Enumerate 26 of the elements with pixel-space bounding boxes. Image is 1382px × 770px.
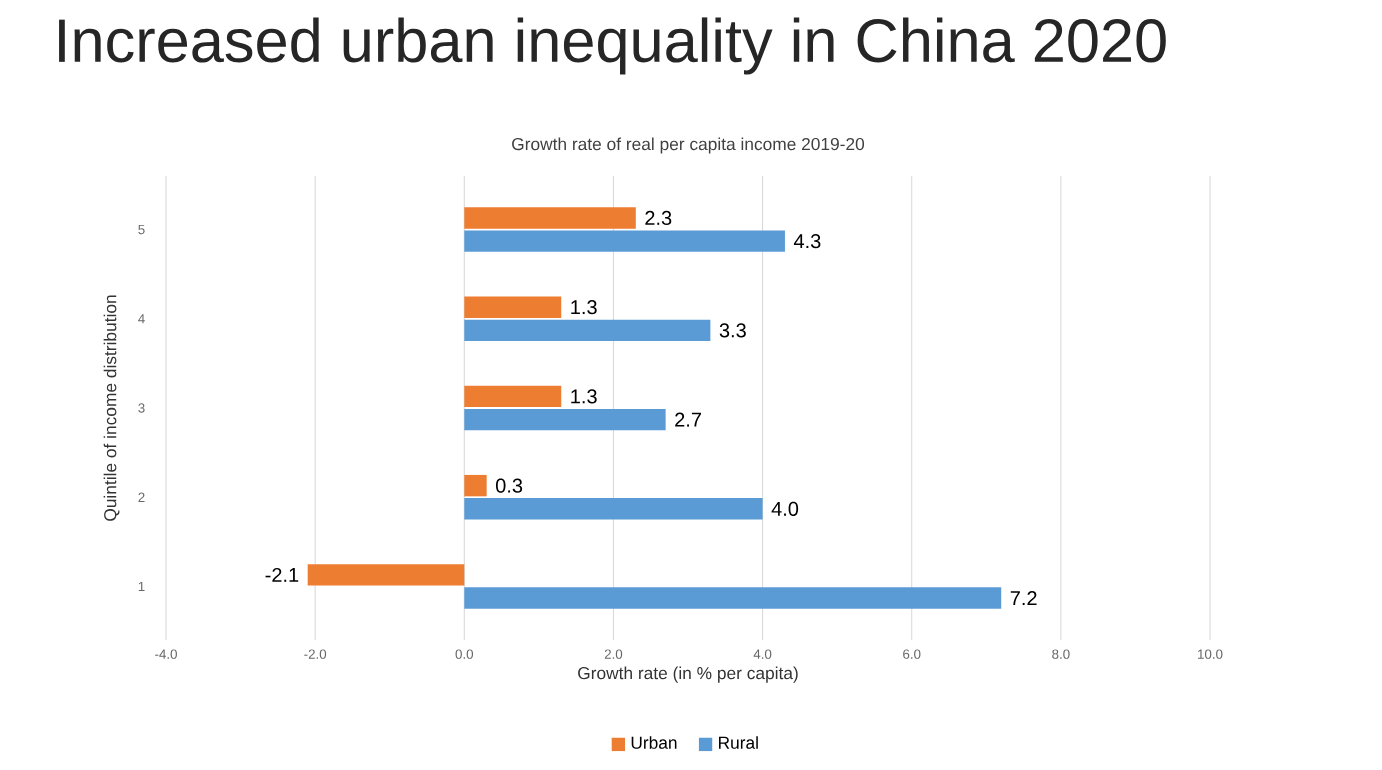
bar [464,498,763,520]
bar [464,230,785,252]
bar [464,296,562,318]
bar [464,207,636,229]
chart-subtitle: Growth rate of real per capita income 2019-20 [512,137,865,154]
bar [464,474,487,497]
data-label: 1.3 [571,389,597,404]
bar [464,385,562,408]
data-label: 0.3 [495,478,523,493]
data-label: 1.3 [571,300,597,315]
chart-title: Increased urban inequality in China 2020 [59,17,1166,75]
x-axis-title: Growth rate (in % per capita) [578,666,798,683]
legend-label: Rural [718,736,758,749]
bar [464,319,711,342]
y-axis-title: Quintile of income distribution [103,295,120,521]
bar [307,564,465,586]
legend-label: Urban [631,736,677,749]
data-label: 7.2 [1010,591,1037,606]
data-label: 2.7 [675,412,701,427]
data-label: 3.3 [719,323,746,338]
bar [464,587,1002,609]
data-label: 2.3 [645,210,672,226]
data-label: -2.1 [265,567,299,582]
data-label: 4.0 [771,501,799,516]
bar [464,408,666,431]
data-label: 4.3 [793,234,821,249]
